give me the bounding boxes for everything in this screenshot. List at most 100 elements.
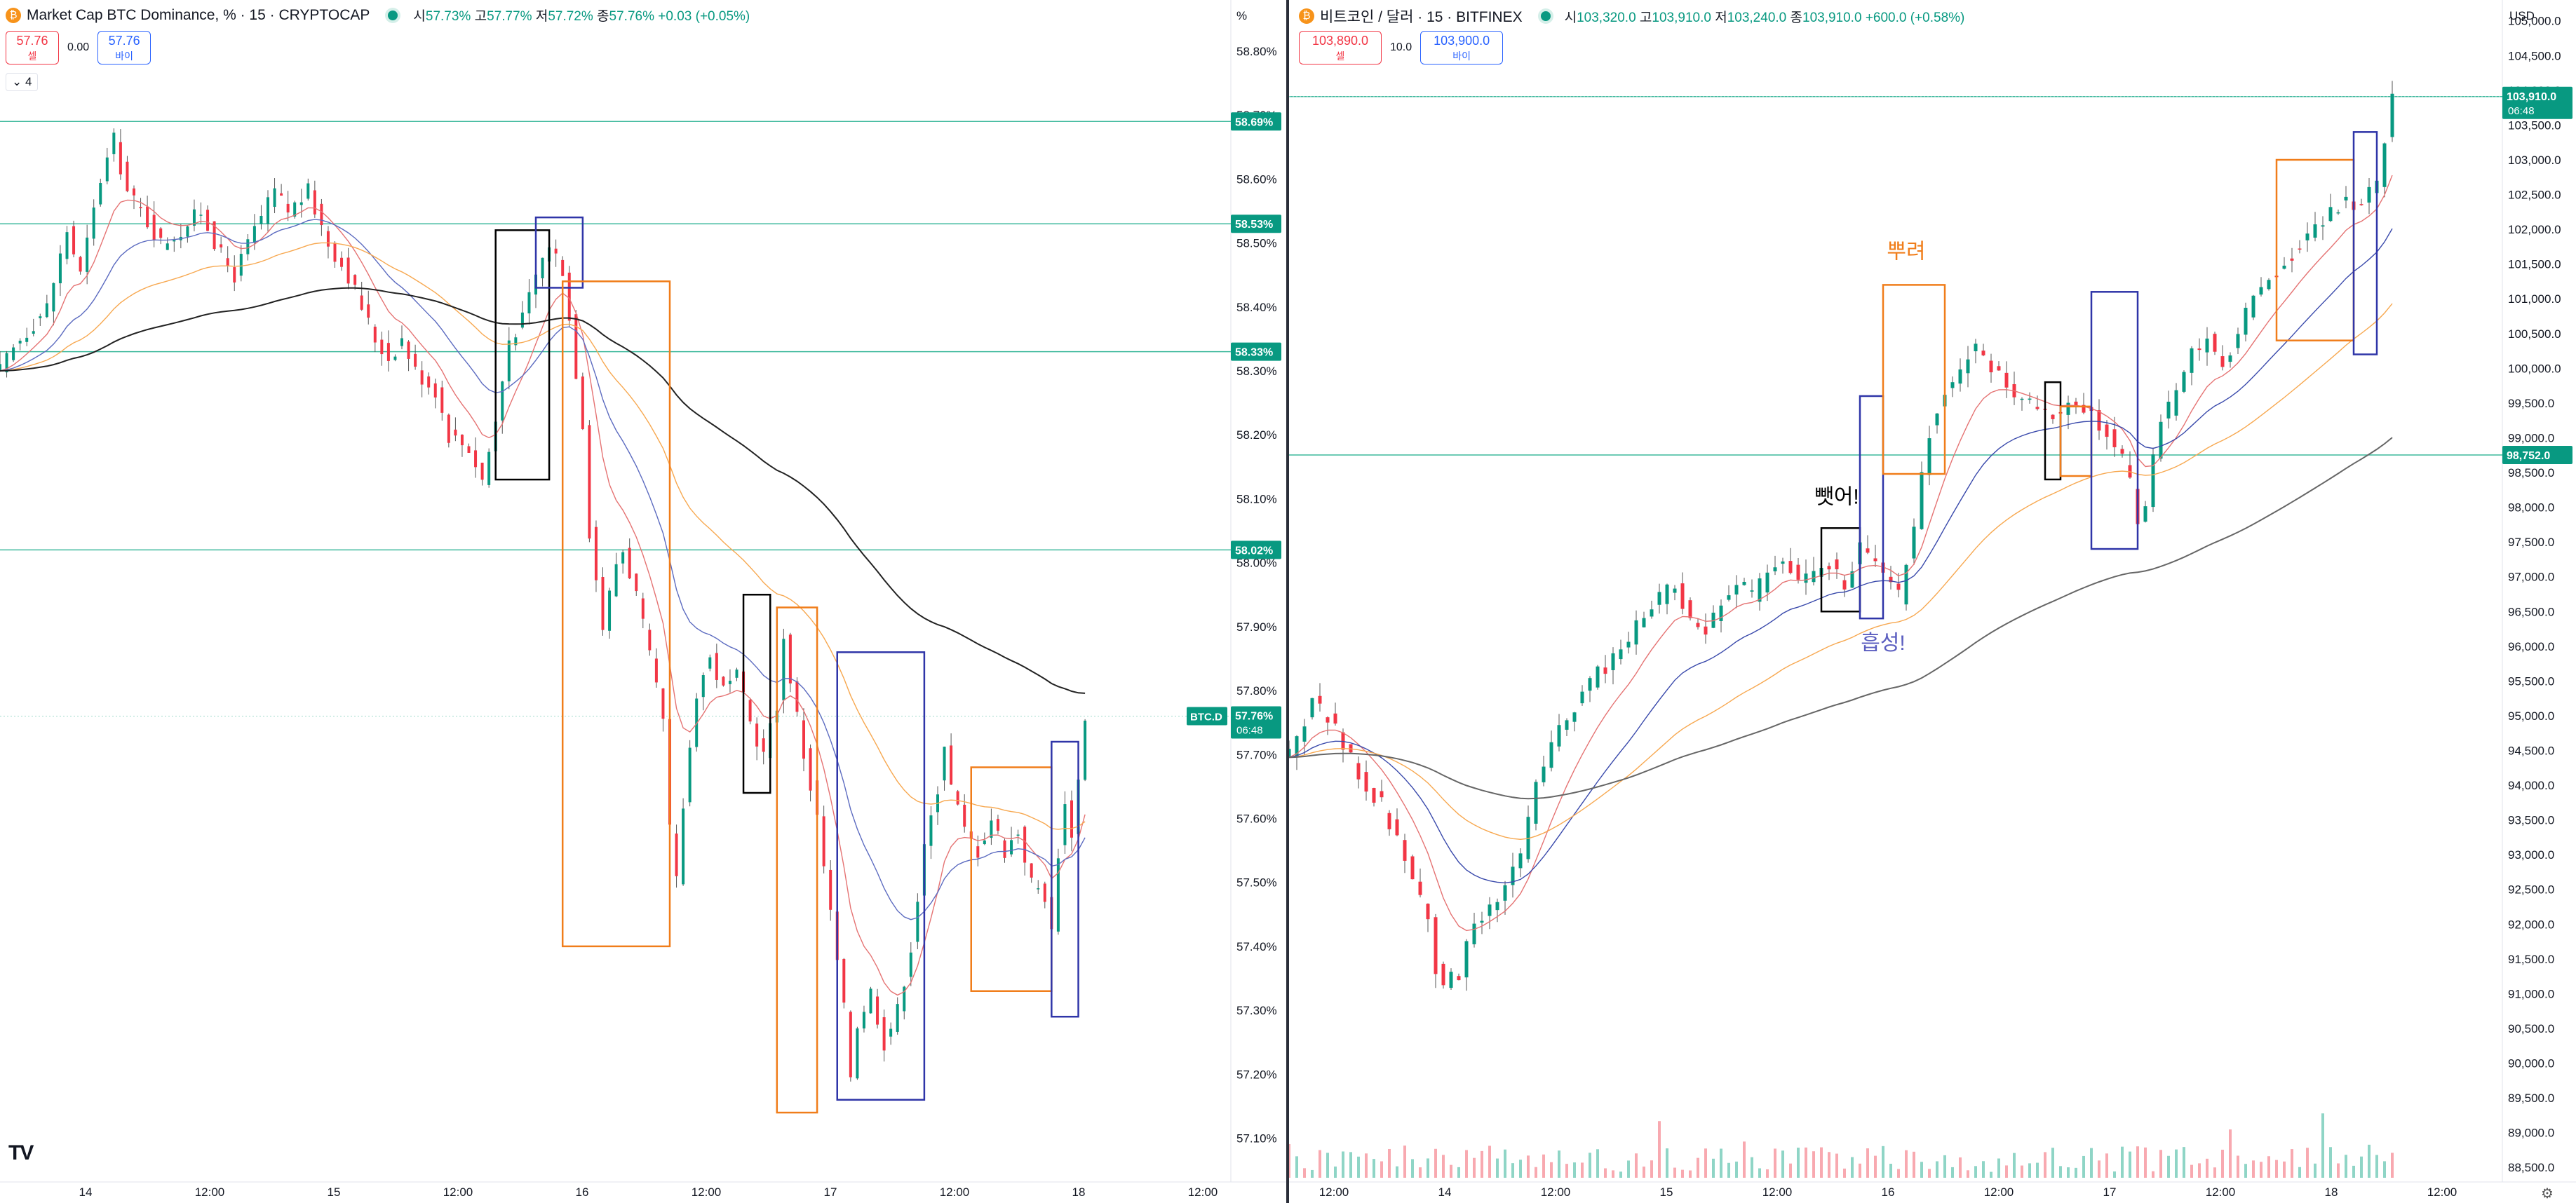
candle xyxy=(333,243,337,262)
candle xyxy=(280,193,283,196)
volume-bar xyxy=(1697,1157,1699,1178)
candle xyxy=(802,720,805,759)
volume-bar xyxy=(1712,1158,1715,1178)
price-axis[interactable]: 105,000.0104,500.0104,000.0103,500.0103,… xyxy=(2508,15,2561,1174)
candle xyxy=(1302,726,1307,742)
price-tick-label: 98,500.0 xyxy=(2508,466,2554,480)
volume-bar xyxy=(1303,1168,1306,1178)
annotation-box[interactable] xyxy=(776,606,818,1114)
price-tick-label: 88,500.0 xyxy=(2508,1161,2554,1174)
candle xyxy=(32,331,35,334)
volume-bar xyxy=(2345,1155,2347,1178)
annotation-box[interactable] xyxy=(1882,284,1946,475)
volume-bar xyxy=(1403,1146,1406,1178)
volume-bar xyxy=(2067,1167,2070,1178)
annotation-box[interactable] xyxy=(494,229,551,481)
annotation-boxes[interactable] xyxy=(1820,131,2378,620)
level-badge-bg xyxy=(1231,112,1281,131)
candle xyxy=(1557,725,1561,747)
candle xyxy=(166,243,169,250)
volume-bar xyxy=(1558,1150,1560,1178)
volume-bar xyxy=(1974,1166,1977,1178)
sell-button[interactable]: 57.76 셀 xyxy=(6,31,59,64)
volume-bar xyxy=(1295,1156,1298,1178)
candle xyxy=(601,577,605,630)
candle xyxy=(1850,571,1854,588)
candle xyxy=(1310,698,1314,718)
sell-button[interactable]: 103,890.0 셀 xyxy=(1299,31,1382,64)
right-chart-pane[interactable]: 105,000.0104,500.0104,000.0103,500.0103,… xyxy=(1289,0,2576,1203)
candle xyxy=(782,639,785,701)
candle xyxy=(909,952,912,977)
candle xyxy=(2259,287,2263,295)
candle xyxy=(367,304,370,318)
settings-gear-icon[interactable]: ⚙ xyxy=(2541,1186,2554,1202)
annotation-box[interactable] xyxy=(2352,131,2378,355)
candle xyxy=(1503,885,1507,901)
candle xyxy=(414,353,417,367)
candle xyxy=(1742,581,1746,585)
symbol-title[interactable]: Market Cap BTC Dominance, % · 15 · CRYPT… xyxy=(27,6,370,23)
candle xyxy=(1950,382,1955,388)
volume-bar xyxy=(2368,1144,2371,1178)
annotation-box[interactable] xyxy=(534,216,584,289)
spread-value: 0.00 xyxy=(67,41,90,53)
level-price-badge: 58.69% xyxy=(1231,112,1281,131)
btc-dominance-chart[interactable]: 58.80%58.70%58.60%58.50%58.40%58.30%58.2… xyxy=(0,0,1286,1203)
candle xyxy=(1935,413,1939,426)
buy-button[interactable]: 103,900.0 바이 xyxy=(1420,31,1504,64)
candle xyxy=(588,425,591,539)
time-tick-label: 12:00 xyxy=(2206,1185,2236,1199)
candle xyxy=(192,209,196,226)
price-tick-label: 57.60% xyxy=(1236,812,1277,825)
candle xyxy=(1788,561,1793,573)
candle xyxy=(1704,626,1708,635)
btcusd-chart[interactable]: 105,000.0104,500.0104,000.0103,500.0103,… xyxy=(1289,0,2576,1203)
candle xyxy=(856,1028,859,1079)
indicators-toggle[interactable]: ⌄ 4 xyxy=(6,73,39,91)
buy-button[interactable]: 57.76 바이 xyxy=(97,31,151,64)
candle xyxy=(1896,583,1901,590)
annotation-box[interactable] xyxy=(2090,291,2139,550)
candle xyxy=(2035,407,2039,409)
annotation-box[interactable] xyxy=(2275,158,2355,341)
candle xyxy=(1372,788,1376,803)
annotation-box[interactable] xyxy=(561,280,671,948)
annotation-box[interactable] xyxy=(1051,740,1079,1018)
volume-bar xyxy=(1388,1148,1391,1178)
volume-bar xyxy=(1311,1169,1314,1178)
candle xyxy=(1596,666,1600,688)
pane-divider[interactable] xyxy=(1286,0,1289,1203)
candle xyxy=(206,210,210,231)
annotation-box[interactable] xyxy=(1820,527,1861,613)
candle xyxy=(2228,355,2232,362)
volume-bar xyxy=(2098,1160,2100,1178)
annotation-box[interactable] xyxy=(1859,395,1884,620)
annotation-box[interactable] xyxy=(2044,381,2062,481)
candle xyxy=(467,446,471,453)
candle xyxy=(2082,405,2086,413)
left-chart-pane[interactable]: 58.80%58.70%58.60%58.50%58.40%58.30%58.2… xyxy=(0,0,1286,1203)
candle xyxy=(400,338,403,346)
volume-bar xyxy=(1289,1143,1290,1178)
tradingview-logo-icon[interactable]: TV xyxy=(8,1141,34,1164)
time-axis[interactable]: 12:00 14 12:00 15 12:00 16 12:00 17 12:00 18 12:00 xyxy=(1319,1185,2457,1199)
symbol-title[interactable]: 비트코인 / 달러 · 15 · BITFINEX xyxy=(1320,9,1523,25)
price-tick-label: 57.40% xyxy=(1236,940,1277,953)
annotation-boxes[interactable] xyxy=(494,216,1079,1114)
price-tick-label: 92,000.0 xyxy=(2508,918,2554,931)
annotation-box[interactable] xyxy=(742,593,771,794)
candle xyxy=(293,202,297,217)
candle xyxy=(474,450,478,468)
time-axis[interactable]: 14 12:00 15 12:00 16 12:00 17 12:00 18 12:00 xyxy=(79,1185,1218,1199)
candle xyxy=(1835,559,1839,570)
annotation-box[interactable] xyxy=(836,651,926,1101)
volume-bar xyxy=(2021,1165,2023,1178)
price-axis[interactable]: 58.80%58.70%58.60%58.50%58.40%58.30%58.2… xyxy=(1236,45,1277,1146)
annotation-box[interactable] xyxy=(2059,405,2093,477)
volume-bar xyxy=(2314,1163,2317,1178)
spread-value: 10.0 xyxy=(1390,41,1412,53)
annotation-box[interactable] xyxy=(970,766,1053,992)
volume-bar xyxy=(1982,1161,1985,1178)
candle xyxy=(869,988,872,1014)
